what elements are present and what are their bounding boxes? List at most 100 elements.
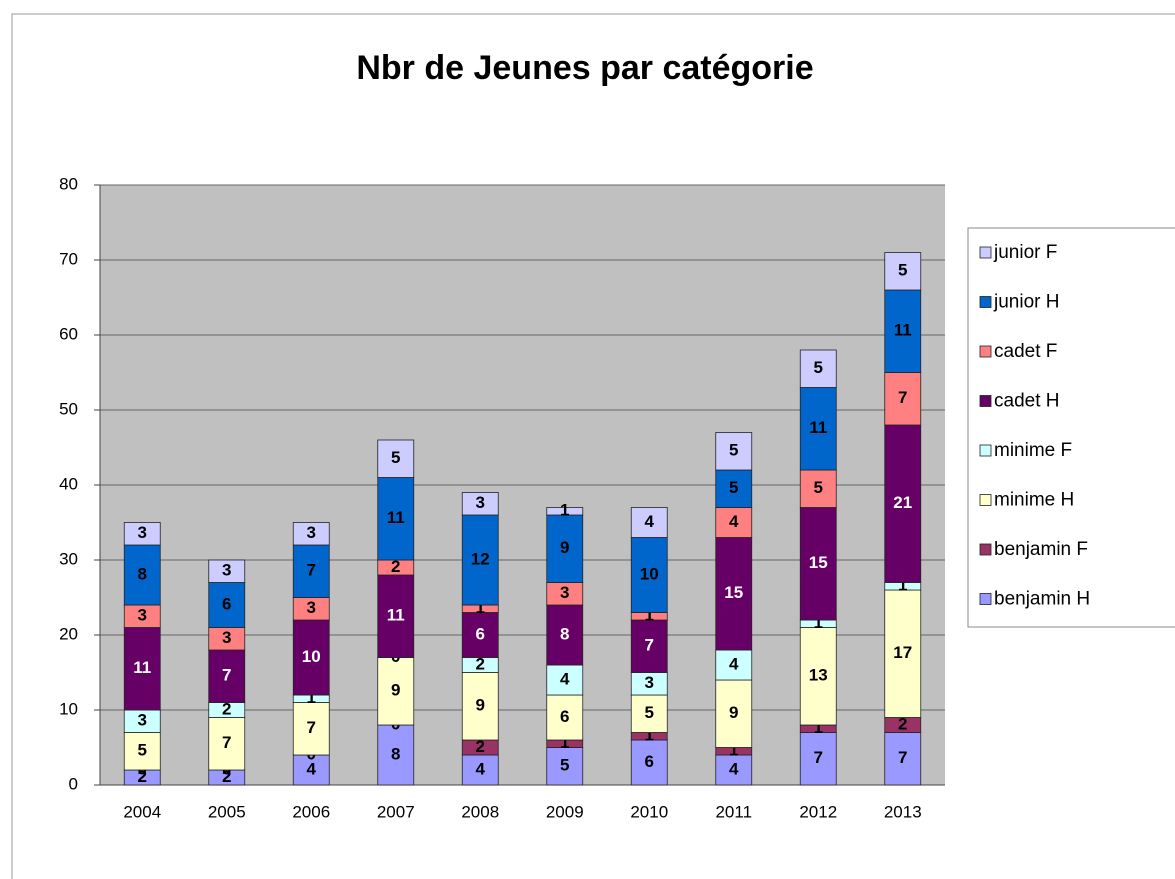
data-label: 6 (560, 707, 569, 726)
data-label: 7 (645, 636, 654, 655)
legend-label: junior F (993, 242, 1057, 263)
bar-segment (208, 582, 246, 628)
y-tick-label: 30 (59, 549, 78, 568)
data-label: 12 (471, 549, 490, 568)
data-label: 11 (133, 658, 151, 677)
data-label: 5 (814, 358, 823, 377)
data-label: 1 (729, 741, 738, 760)
bar-segment (208, 717, 246, 771)
legend (967, 227, 1175, 628)
data-label: 10 (302, 647, 321, 666)
data-label: 3 (476, 493, 485, 512)
x-tick-label: 2005 (208, 802, 246, 821)
data-label: 1 (560, 501, 569, 520)
bar-segment (715, 649, 753, 681)
data-label: 5 (729, 478, 738, 497)
bar-segment (799, 627, 837, 726)
bar-segment (884, 372, 922, 426)
data-label: 7 (222, 666, 231, 685)
bar-segment (208, 559, 246, 583)
x-tick-label: 2012 (799, 802, 837, 821)
x-tick-label: 2013 (884, 802, 922, 821)
data-label: 1 (898, 576, 907, 595)
data-label: 3 (222, 628, 231, 647)
data-label: 3 (222, 561, 231, 580)
data-label: 2 (222, 699, 231, 718)
data-label: 4 (729, 512, 739, 531)
data-label: 5 (898, 261, 907, 280)
data-label: 7 (898, 388, 907, 407)
data-label: 3 (645, 673, 654, 692)
x-tick-label: 2010 (630, 802, 668, 821)
bar-segment (461, 514, 499, 606)
bar-segment (799, 349, 837, 388)
data-label: 6 (222, 594, 231, 613)
data-label: 11 (809, 418, 827, 437)
data-label: 9 (560, 538, 569, 557)
bar-segment (715, 432, 753, 471)
y-tick-label: 50 (59, 399, 78, 418)
bar-segment (292, 702, 330, 756)
bar-segment (208, 649, 246, 703)
bar-segment (715, 754, 753, 786)
bar-segment (377, 574, 415, 658)
legend-swatch (979, 543, 992, 556)
data-label: 3 (560, 583, 569, 602)
data-label: 7 (222, 733, 231, 752)
legend-label: minime F (994, 440, 1072, 461)
bar-segment (546, 514, 584, 583)
bar-segment (377, 657, 415, 726)
legend-swatch (979, 345, 992, 358)
data-label: 1 (814, 718, 823, 737)
data-label: 4 (307, 759, 317, 778)
x-tick-label: 2006 (292, 802, 330, 821)
bar-segment (377, 477, 415, 561)
bar-segment (546, 507, 584, 516)
data-label: 1 (645, 606, 654, 625)
legend-swatch (979, 296, 992, 308)
bar-segment (630, 537, 668, 613)
bar-segment (884, 252, 922, 291)
bar-segment (884, 589, 922, 718)
bar-segment (630, 507, 668, 538)
bar-segment (715, 507, 753, 538)
legend-swatch (979, 395, 992, 407)
data-label: 3 (307, 598, 316, 617)
legend-label: junior H (993, 292, 1059, 313)
data-label: 5 (560, 756, 569, 775)
data-label: 7 (898, 748, 907, 767)
data-label: 4 (560, 669, 570, 688)
bar-segment (461, 672, 499, 741)
data-label: 9 (476, 696, 485, 715)
data-label: 3 (138, 711, 147, 730)
y-tick-label: 40 (59, 474, 78, 493)
legend-swatch (979, 246, 992, 259)
data-label: 4 (729, 759, 739, 778)
y-tick-label: 80 (59, 174, 78, 193)
bar-segment (377, 439, 415, 478)
bar-segment (292, 522, 330, 546)
legend-label: cadet F (994, 341, 1057, 362)
data-label: 7 (307, 561, 316, 580)
data-label: 13 (809, 666, 828, 685)
bar-segment (123, 732, 161, 771)
legend-label: benjamin H (994, 589, 1090, 610)
x-tick-label: 2011 (715, 802, 752, 821)
data-label: 2 (391, 557, 400, 576)
data-label: 17 (893, 643, 912, 662)
data-label: 6 (476, 624, 485, 643)
bar-segment (123, 627, 161, 711)
bar-segment (715, 537, 753, 651)
legend-label: benjamin F (994, 539, 1088, 560)
legend-swatch (979, 444, 992, 457)
x-tick-label: 2009 (546, 802, 584, 821)
data-label: 1 (814, 613, 823, 632)
bar-segment (715, 679, 753, 748)
data-label: 21 (893, 493, 912, 512)
data-label: 15 (724, 583, 743, 602)
data-label: 1 (560, 733, 569, 752)
data-label: 1 (307, 688, 316, 707)
data-label: 5 (138, 741, 147, 760)
y-tick-label: 70 (59, 249, 78, 268)
